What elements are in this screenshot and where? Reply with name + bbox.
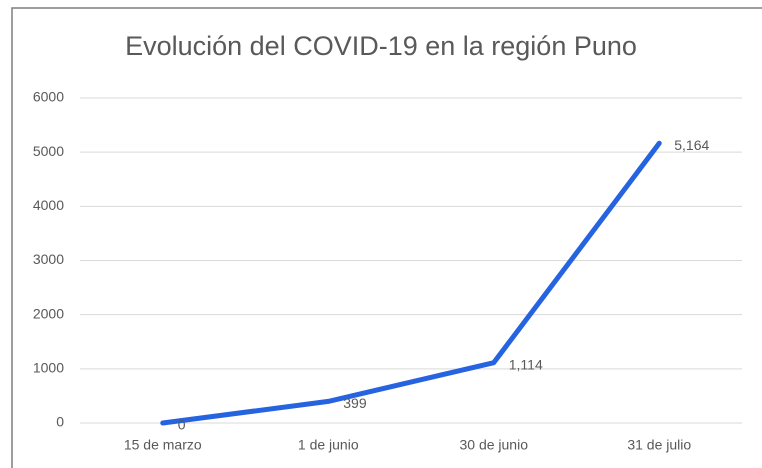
data-label: 399 [343,395,367,411]
y-tick-label: 0 [56,414,64,430]
chart-title: Evolución del COVID-19 en la región Puno [125,31,637,61]
y-tick-label: 3000 [33,251,64,267]
y-tick-label: 1000 [33,360,64,376]
x-tick-label: 1 de junio [298,437,359,453]
data-line [160,140,662,426]
y-tick-label: 6000 [33,89,64,105]
y-tick-label: 5000 [33,143,64,159]
x-tick-label: 15 de marzo [124,437,202,453]
chart-frame [11,7,762,468]
x-tick-label: 31 de julio [627,437,691,453]
data-label: 1,114 [509,356,543,372]
data-label: 5,164 [674,137,709,153]
data-label: 0 [178,417,186,433]
x-tick-label: 30 de junio [459,437,528,453]
y-tick-label: 2000 [33,305,64,321]
y-tick-label: 4000 [33,197,64,213]
